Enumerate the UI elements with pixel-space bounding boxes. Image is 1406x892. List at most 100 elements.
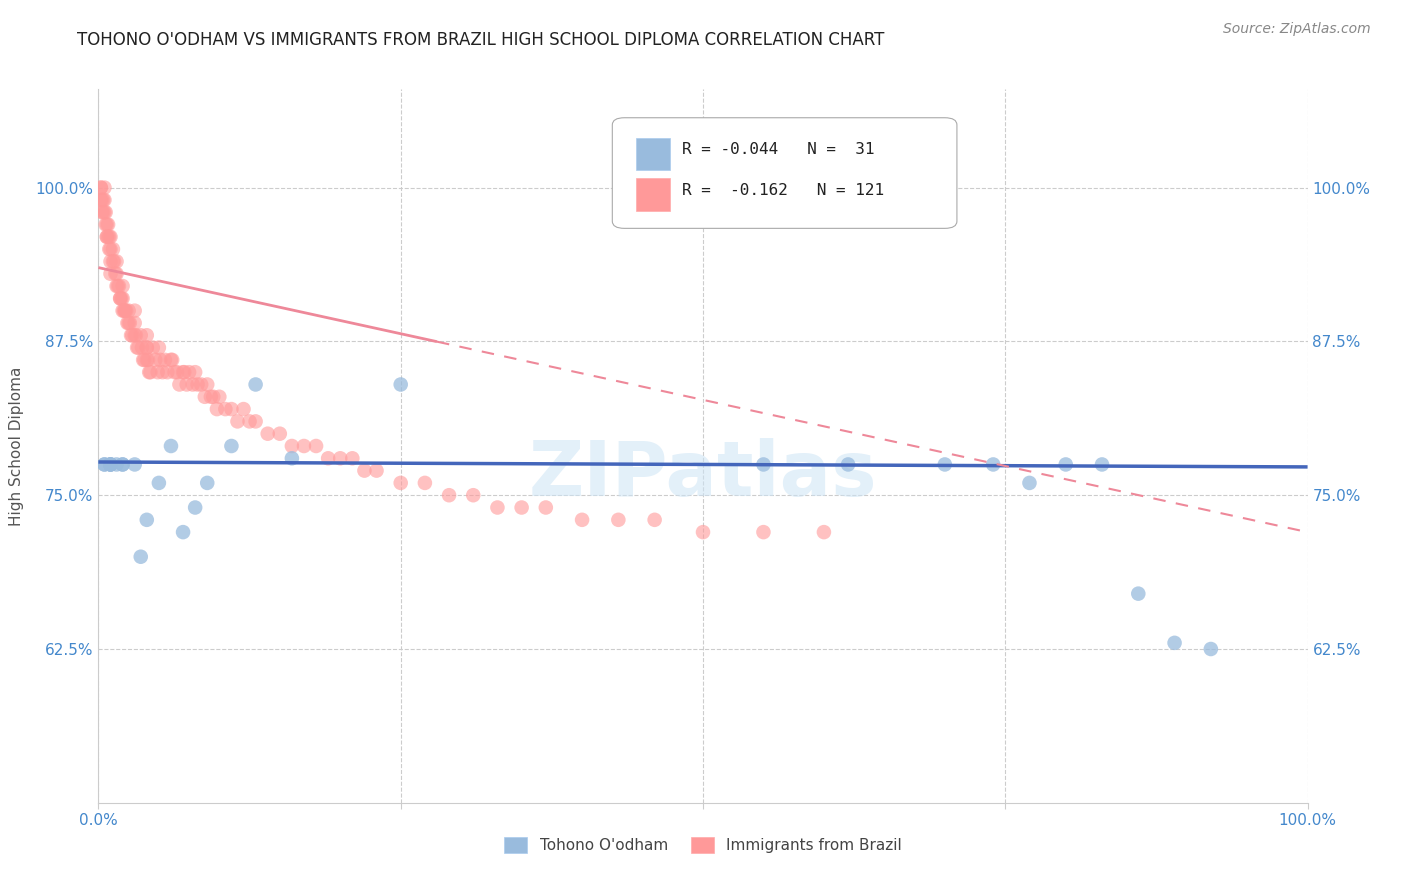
Text: Source: ZipAtlas.com: Source: ZipAtlas.com — [1223, 22, 1371, 37]
Point — [129, 549, 152, 564]
Point — [166, 365, 188, 379]
Point — [172, 525, 194, 540]
Point — [486, 500, 509, 515]
Point — [124, 316, 146, 330]
Point — [132, 352, 155, 367]
Point — [221, 439, 243, 453]
Point — [160, 439, 183, 453]
Point — [118, 316, 141, 330]
Point — [160, 352, 183, 367]
Point — [148, 341, 170, 355]
Point — [127, 341, 149, 355]
Point — [115, 303, 138, 318]
Point — [97, 218, 120, 232]
Point — [104, 267, 127, 281]
Point — [100, 267, 122, 281]
Point — [105, 458, 128, 472]
Point — [131, 341, 153, 355]
Point — [463, 488, 485, 502]
Point — [100, 242, 122, 256]
Legend: Tohono O'odham, Immigrants from Brazil: Tohono O'odham, Immigrants from Brazil — [498, 831, 908, 859]
Point — [90, 193, 112, 207]
Point — [124, 328, 146, 343]
Point — [389, 377, 412, 392]
Point — [342, 451, 364, 466]
Point — [195, 377, 218, 392]
Point — [316, 451, 339, 466]
Point — [195, 475, 218, 490]
Point — [134, 352, 156, 367]
Point — [837, 458, 859, 472]
Point — [146, 365, 169, 379]
Point — [111, 291, 134, 305]
Point — [413, 475, 436, 490]
Point — [1128, 587, 1150, 601]
Point — [1018, 475, 1040, 490]
Point — [173, 365, 195, 379]
Point — [91, 205, 114, 219]
Point — [91, 205, 114, 219]
Point — [105, 279, 128, 293]
Point — [813, 525, 835, 540]
Point — [100, 458, 122, 472]
Point — [136, 352, 159, 367]
Point — [208, 390, 231, 404]
Point — [108, 291, 131, 305]
Point — [200, 390, 222, 404]
Point — [124, 458, 146, 472]
Point — [389, 475, 412, 490]
Point — [93, 458, 115, 472]
Point — [93, 193, 115, 207]
Point — [135, 513, 157, 527]
Point — [269, 426, 291, 441]
Point — [152, 365, 174, 379]
Point — [93, 180, 115, 194]
Point — [93, 205, 115, 219]
Text: R = -0.044   N =  31: R = -0.044 N = 31 — [682, 142, 875, 157]
Point — [437, 488, 460, 502]
Point — [281, 451, 304, 466]
Point — [100, 458, 122, 472]
Point — [101, 254, 124, 268]
Text: ZIPatlas: ZIPatlas — [529, 438, 877, 511]
Point — [100, 230, 122, 244]
Point — [184, 365, 207, 379]
Point — [100, 458, 122, 472]
Point — [172, 365, 194, 379]
Point — [221, 402, 243, 417]
Point — [184, 500, 207, 515]
Point — [129, 328, 152, 343]
Point — [105, 267, 128, 281]
Y-axis label: High School Diploma: High School Diploma — [10, 367, 24, 525]
Point — [91, 193, 114, 207]
Point — [103, 254, 125, 268]
Point — [121, 328, 143, 343]
Point — [139, 365, 162, 379]
Point — [135, 341, 157, 355]
Point — [118, 316, 141, 330]
Point — [98, 242, 121, 256]
Point — [96, 218, 118, 232]
Point — [366, 464, 388, 478]
Point — [752, 458, 775, 472]
Point — [281, 439, 304, 453]
Point — [90, 180, 112, 194]
Point — [571, 513, 593, 527]
Point — [127, 341, 149, 355]
Point — [644, 513, 666, 527]
Point — [142, 341, 165, 355]
Point — [245, 414, 267, 428]
Point — [125, 328, 148, 343]
Point — [100, 458, 122, 472]
Point — [256, 426, 278, 441]
Text: TOHONO O'ODHAM VS IMMIGRANTS FROM BRAZIL HIGH SCHOOL DIPLOMA CORRELATION CHART: TOHONO O'ODHAM VS IMMIGRANTS FROM BRAZIL… — [77, 31, 884, 49]
Point — [138, 365, 160, 379]
Point — [100, 254, 122, 268]
Point — [112, 303, 135, 318]
Point — [111, 458, 134, 472]
Point — [202, 390, 225, 404]
Point — [187, 377, 209, 392]
Point — [353, 464, 375, 478]
Point — [97, 230, 120, 244]
Point — [149, 352, 172, 367]
